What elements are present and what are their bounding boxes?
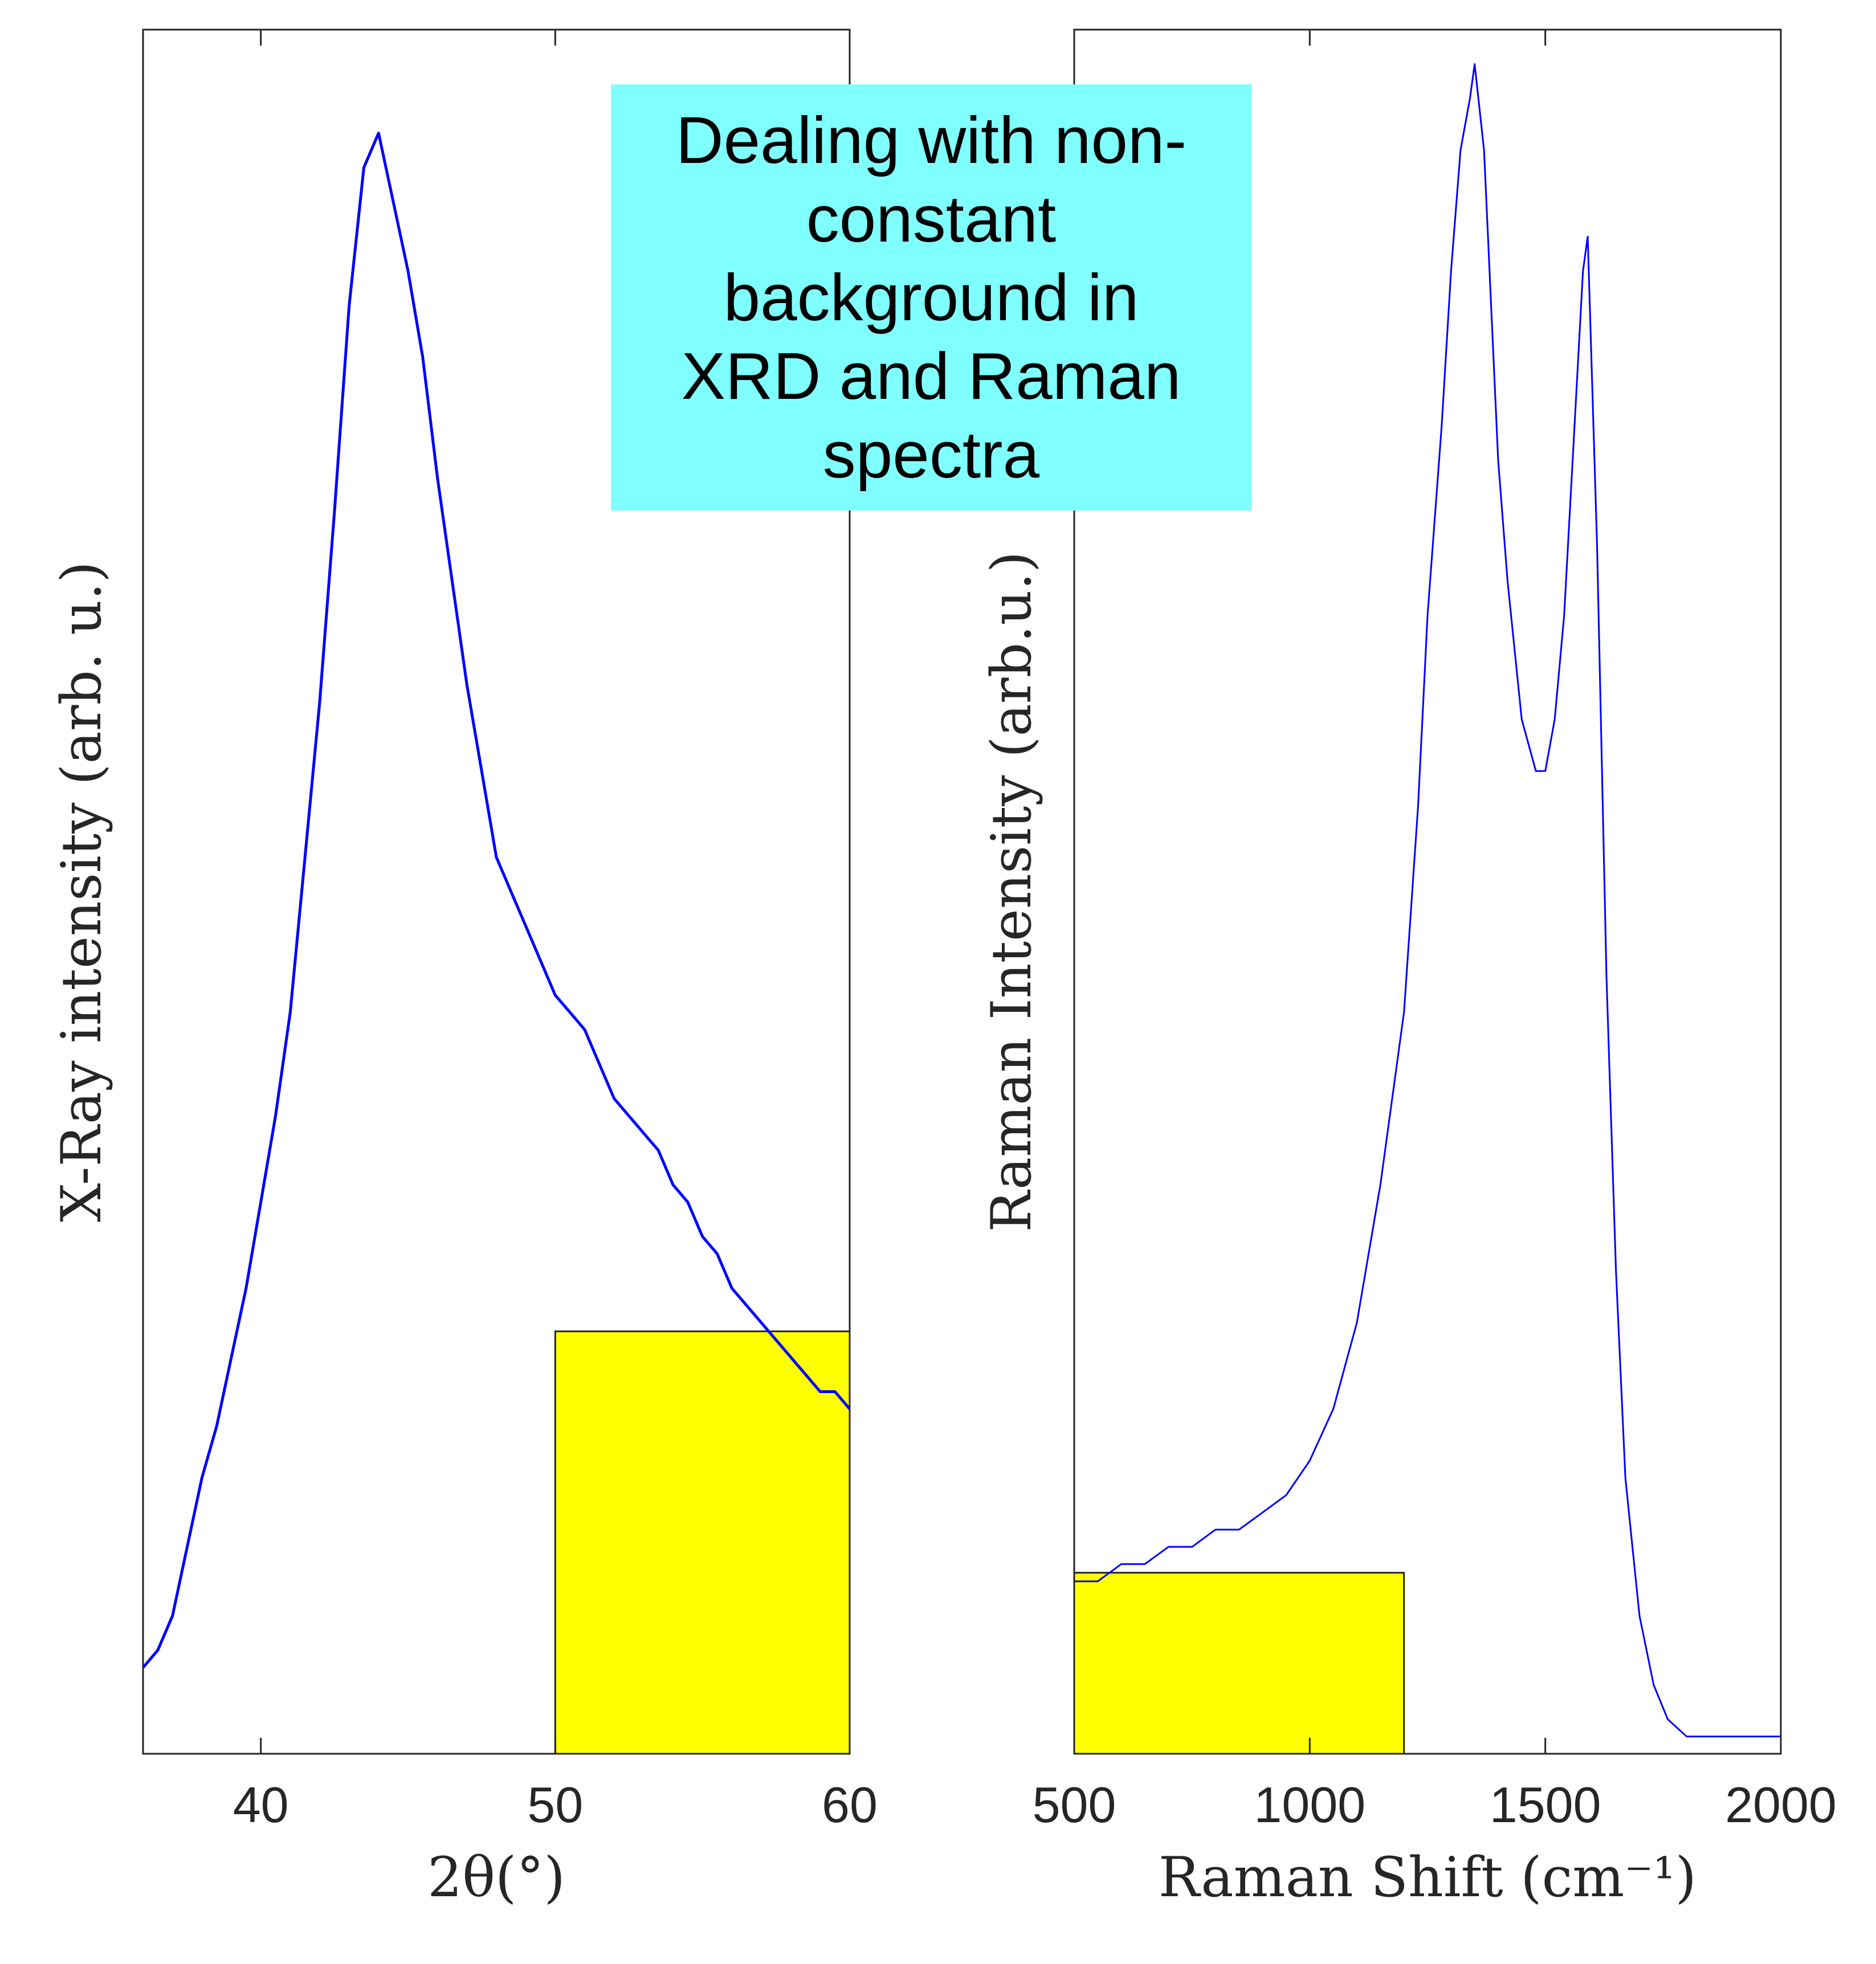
raman-x-axis-label: Raman Shift (cm⁻¹) xyxy=(1159,1845,1696,1909)
raman-data-point xyxy=(1573,443,1574,444)
raman-tick-label: 500 xyxy=(1033,1777,1116,1833)
raman-data-point xyxy=(1653,1684,1654,1685)
raman-axes-frame xyxy=(1073,28,1782,1755)
raman-data-point xyxy=(1168,1546,1169,1547)
xrd-axes-frame xyxy=(142,28,851,1755)
xrd-data-point xyxy=(172,1615,173,1616)
xrd-x-axis-label: 2θ(°) xyxy=(427,1845,565,1909)
raman-y-axis-label: Raman Intensity (arb.u.) xyxy=(980,552,1043,1232)
raman-background-region xyxy=(1073,1571,1405,1755)
raman-tick-label: 1000 xyxy=(1254,1777,1365,1833)
raman-tick-label: 1500 xyxy=(1490,1777,1601,1833)
raman-tick-label: 2000 xyxy=(1725,1777,1837,1833)
raman-data-point xyxy=(1498,460,1499,461)
raman-data-point xyxy=(1667,1718,1669,1720)
title-banner: Dealing with non-constant background in … xyxy=(611,84,1251,511)
xrd-tick-label: 50 xyxy=(527,1777,583,1833)
raman-data-point xyxy=(1507,581,1508,582)
raman-data-point xyxy=(1625,1477,1626,1479)
xrd-series-line xyxy=(142,132,851,1669)
xrd-y-axis-label: X-Ray intensity (arb. u.) xyxy=(50,561,113,1222)
xrd-data-point xyxy=(157,1649,158,1651)
raman-series-line xyxy=(1074,63,1781,1738)
xrd-tick-label: 60 xyxy=(822,1777,878,1833)
raman-data-point xyxy=(1286,1495,1287,1496)
raman-ticks: 500 1000 1500 2000 xyxy=(1033,30,1837,1833)
xrd-data-point xyxy=(819,1391,821,1393)
xrd-background-region xyxy=(554,1330,851,1755)
xrd-ticks: 40 50 60 xyxy=(233,30,878,1833)
xrd-data-point xyxy=(437,477,438,479)
xrd-data-point xyxy=(231,1357,232,1358)
xrd-data-point xyxy=(805,1374,806,1375)
raman-data-point xyxy=(1710,1736,1711,1737)
xrd-data-point xyxy=(790,1357,792,1358)
xrd-tick-label: 40 xyxy=(233,1777,289,1833)
title-banner-text: Dealing with non-constant background in … xyxy=(675,103,1187,492)
xrd-data-point xyxy=(334,512,335,513)
raman-data-point xyxy=(1686,1736,1687,1737)
raman-data-point xyxy=(1262,1512,1263,1513)
xrd-data-point xyxy=(702,1236,703,1237)
xrd-data-point xyxy=(496,856,497,858)
xrd-data-point xyxy=(761,1322,762,1323)
